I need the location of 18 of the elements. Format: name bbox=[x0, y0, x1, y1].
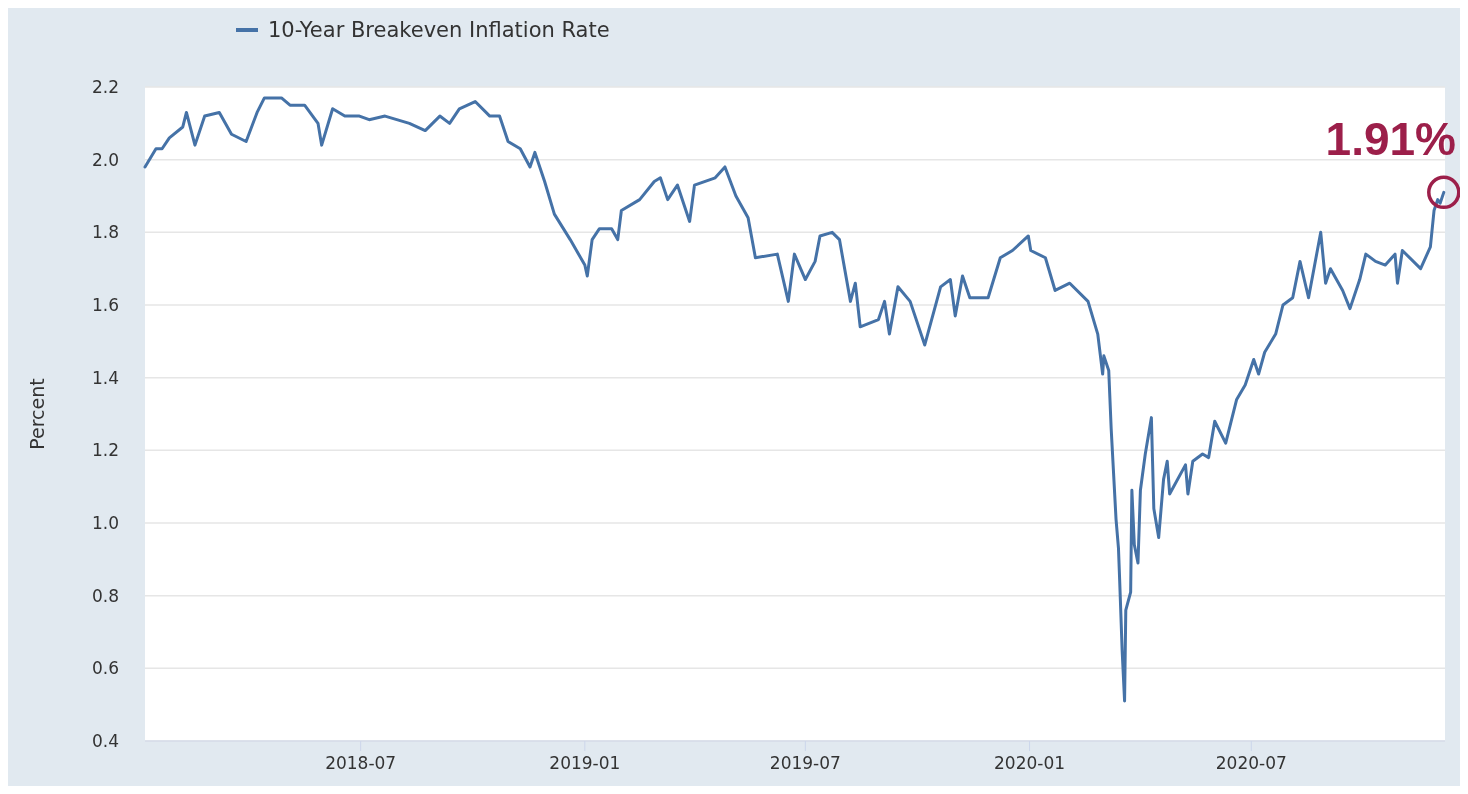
annotation: 1.91% bbox=[1325, 113, 1456, 166]
y-tick-label: 0.4 bbox=[91, 731, 119, 751]
x-tick-label: 2020-07 bbox=[1215, 753, 1287, 773]
y-tick-label: 1.0 bbox=[91, 513, 119, 533]
y-tick-label: 1.6 bbox=[91, 295, 119, 315]
y-tick-label: 0.8 bbox=[91, 585, 119, 606]
y-tick-label: 1.4 bbox=[91, 367, 119, 388]
y-axis-title: Percent bbox=[26, 378, 48, 450]
x-tick-label: 2019-01 bbox=[549, 753, 621, 773]
y-tick-label: 1.2 bbox=[91, 440, 119, 461]
x-tick-label: 2020-01 bbox=[994, 753, 1066, 773]
y-tick-label: 2.2 bbox=[91, 77, 119, 97]
x-tick-label: 2019-07 bbox=[769, 753, 841, 773]
x-tick-label: 2018-07 bbox=[325, 753, 397, 773]
y-tick-label: 2.0 bbox=[91, 149, 119, 170]
legend-label: 10-Year Breakeven Inflation Rate bbox=[268, 18, 610, 42]
y-tick-label: 1.8 bbox=[91, 222, 119, 243]
y-tick-label: 0.6 bbox=[91, 658, 119, 679]
